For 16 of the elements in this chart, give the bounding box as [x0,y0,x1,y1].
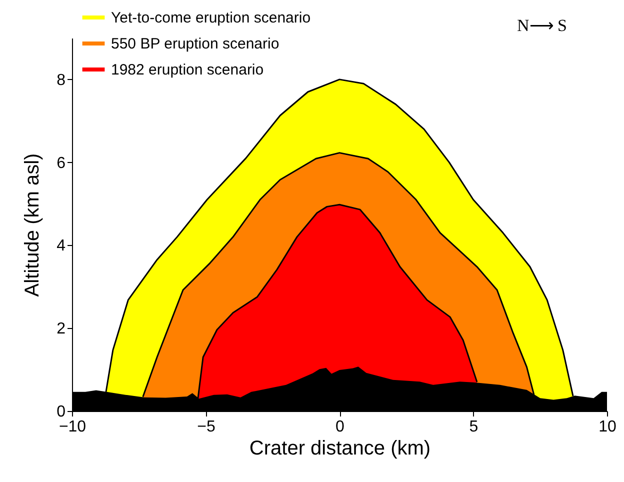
y-tick-label: 2 [56,320,66,338]
x-tick-label: 5 [469,418,478,436]
legend-label: 550 BP eruption scenario [111,36,280,52]
legend-label: Yet-to-come eruption scenario [111,10,311,26]
x-tick-label: −5 [197,418,216,436]
y-tick-label: 6 [56,154,66,172]
text: N⟶ S [517,16,567,35]
y-tick-label: 4 [56,238,66,255]
legend-label: 1982 eruption scenario [111,62,264,78]
y-tick-label: 0 [56,404,66,420]
x-axis-title: Crater distance (km) [249,438,431,460]
y-tick-label: 8 [56,72,66,89]
x-tick-label: −10 [58,418,86,436]
x-tick-label: 10 [598,418,616,436]
y-axis-title: Altitude (km asl) [22,153,44,297]
x-tick-label: 0 [336,418,345,436]
